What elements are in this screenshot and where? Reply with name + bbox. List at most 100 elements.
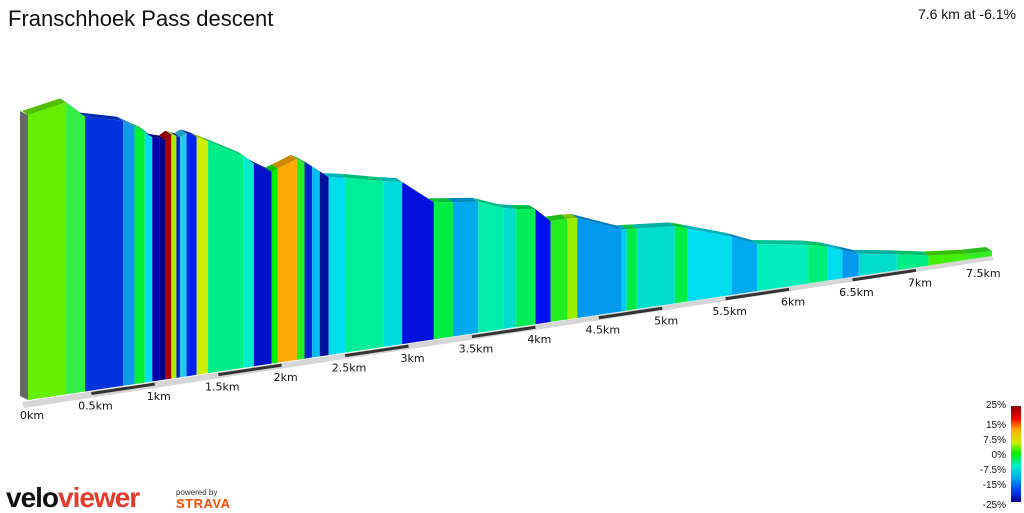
x-tick-label: 6.5km bbox=[839, 286, 874, 299]
gradient-segment bbox=[328, 177, 346, 356]
segment-top-strip bbox=[180, 129, 197, 137]
segment-top-strips bbox=[22, 98, 992, 256]
segment-top-strip bbox=[725, 232, 758, 245]
gradient-segment bbox=[208, 141, 244, 374]
gradient-segment bbox=[687, 228, 732, 302]
gradient-segment bbox=[757, 244, 809, 292]
gradient-segment bbox=[123, 120, 135, 386]
gradient-segment bbox=[731, 236, 758, 295]
gradient-segment bbox=[186, 133, 197, 377]
gradient-segment bbox=[271, 168, 278, 364]
gradient-segment bbox=[180, 133, 187, 378]
gradient-segment bbox=[827, 246, 843, 281]
segment-top-strip bbox=[510, 205, 536, 210]
segment-top-strip bbox=[620, 224, 637, 230]
segment-top-strip bbox=[271, 154, 297, 169]
x-tick-label: 4km bbox=[527, 333, 551, 346]
segment-top-strip bbox=[446, 197, 479, 203]
axis-ruler-block bbox=[852, 268, 917, 282]
segment-top-strip bbox=[630, 222, 675, 229]
segment-top-strip bbox=[202, 137, 244, 156]
x-tick-label: 0.5km bbox=[78, 400, 113, 413]
segment-top-strip bbox=[681, 224, 732, 237]
gradient-segment bbox=[621, 229, 627, 312]
x-tick-label: 1km bbox=[147, 390, 171, 403]
segment-summary: 7.6 km at -6.1% bbox=[917, 6, 1016, 22]
segment-top-strip bbox=[339, 173, 384, 181]
gradient-segment bbox=[478, 201, 504, 333]
gradient-segment bbox=[144, 130, 153, 383]
gradient-segment bbox=[402, 182, 434, 345]
segment-top-strip bbox=[571, 213, 622, 230]
segment-top-strip bbox=[960, 247, 992, 254]
gradient-segment bbox=[159, 138, 165, 381]
segment-top-strip bbox=[396, 178, 434, 203]
gradient-segment bbox=[842, 250, 859, 279]
segment-top-strip bbox=[60, 98, 86, 117]
gradient-segment bbox=[319, 171, 329, 357]
gradient-segment bbox=[176, 136, 181, 378]
gradient-segment bbox=[535, 209, 551, 325]
segment-top-strip bbox=[544, 214, 568, 221]
chart-title: Franschhoek Pass descent bbox=[8, 6, 274, 31]
x-tick-label: 2km bbox=[274, 371, 298, 384]
gradient-segment bbox=[66, 102, 86, 395]
segment-top-strip bbox=[146, 133, 160, 139]
axis-ruler-block bbox=[598, 306, 663, 320]
segment-top-strip bbox=[836, 246, 859, 254]
strava-logo[interactable]: STRAVA bbox=[176, 496, 231, 511]
segment-top-strip bbox=[497, 203, 517, 210]
gradient-segment bbox=[164, 134, 172, 380]
x-tick-label: 5km bbox=[654, 314, 678, 327]
segment-top-strip bbox=[265, 164, 278, 172]
x-tick-label: 3km bbox=[400, 352, 424, 365]
legend-tick-label: 7.5% bbox=[983, 435, 1006, 446]
segment-top-strip bbox=[290, 154, 305, 163]
segment-top-strip bbox=[472, 197, 504, 208]
segment-top-strip bbox=[158, 130, 172, 140]
segment-top-strip bbox=[322, 173, 346, 178]
gradient-segment bbox=[966, 251, 992, 260]
segment-top-strip bbox=[313, 167, 329, 178]
gradient-segment bbox=[277, 158, 297, 363]
segment-top-strip bbox=[306, 162, 320, 172]
segment-top-strip bbox=[298, 158, 313, 167]
legend-tick-label: -7.5% bbox=[979, 465, 1006, 476]
segment-top-strip bbox=[668, 222, 688, 229]
x-tick-label: 3.5km bbox=[459, 343, 494, 356]
x-tick-label: 5.5km bbox=[712, 305, 747, 318]
gradient-segment bbox=[345, 177, 384, 353]
left-side-wall bbox=[20, 111, 28, 400]
x-tick-label: 4.5km bbox=[585, 324, 620, 337]
x-tick-label: 7km bbox=[908, 276, 932, 289]
axis-ruler-block bbox=[91, 382, 156, 396]
gradient-segment bbox=[674, 226, 688, 304]
segment-top-strip bbox=[821, 242, 843, 251]
segment-top-strip bbox=[247, 159, 272, 172]
gradient-segment bbox=[304, 162, 313, 359]
gradient-segment bbox=[253, 163, 272, 367]
segment-top-strip bbox=[128, 122, 145, 131]
x-tick-label: 6km bbox=[781, 295, 805, 308]
segment-top-strip bbox=[802, 240, 828, 247]
axis-ruler-block bbox=[725, 287, 790, 301]
gradient-segment bbox=[28, 102, 67, 400]
powered-by-text: powered by bbox=[176, 488, 218, 497]
segment-top-strip bbox=[377, 176, 403, 183]
veloviewer-logo[interactable]: veloviewer bbox=[6, 484, 140, 512]
gradient-segment bbox=[928, 253, 967, 266]
legend-tick-label: 15% bbox=[985, 420, 1006, 431]
segment-top-strip bbox=[615, 225, 627, 230]
gradient-segment bbox=[243, 155, 254, 368]
gradient-segment bbox=[152, 137, 160, 382]
segment-top-strip bbox=[922, 249, 967, 256]
axis-ruler-block bbox=[218, 363, 282, 377]
gradient-segment bbox=[626, 228, 637, 311]
segment-top-strip bbox=[153, 134, 165, 140]
segment-top-strip bbox=[427, 198, 453, 203]
gradient-segment bbox=[85, 116, 124, 392]
segment-top-strip bbox=[561, 213, 578, 219]
gradient-segment bbox=[858, 253, 897, 276]
gradient-segment bbox=[296, 158, 305, 360]
gradient-segment bbox=[452, 201, 479, 337]
